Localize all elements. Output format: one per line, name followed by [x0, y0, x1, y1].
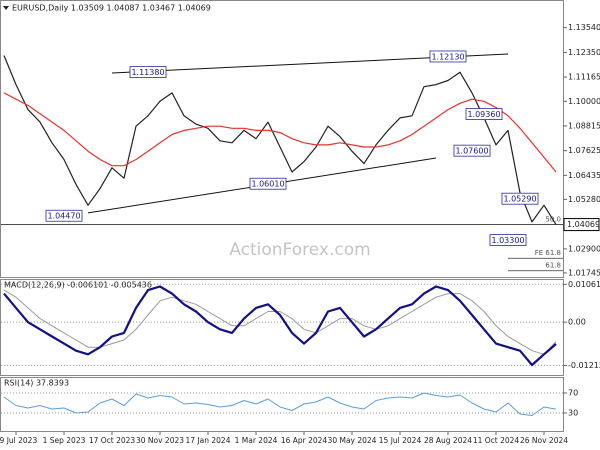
price-label-box — [45, 209, 83, 222]
y-tick-label: 1.06435 — [568, 171, 600, 180]
x-tick-label: 17 Jan 2024 — [186, 436, 231, 445]
y-tick-label: 1.01745 — [568, 268, 600, 277]
panel-title: RSI(14) 37.8393 — [4, 379, 69, 388]
y-tick-label: 1.12350 — [568, 48, 600, 57]
x-tick-label: 28 Aug 2024 — [424, 436, 472, 445]
price-label: 1.04470 — [47, 212, 80, 221]
x-tick-label: 17 Oct 2023 — [89, 436, 136, 445]
price-label-box — [429, 50, 467, 63]
y-tick-label: 1.13540 — [568, 23, 600, 32]
fib-label: FE 61.8 — [535, 249, 561, 257]
y-tick-label: 1.02900 — [568, 244, 600, 253]
y-tick-label: 30 — [568, 409, 578, 418]
y-tick-label: 0.00 — [568, 318, 586, 327]
watermark: ActionForex.com — [229, 240, 370, 260]
current-price-label: 1.04069 — [567, 220, 600, 229]
price-label: 1.07600 — [455, 147, 488, 156]
x-tick-label: 30 May 2024 — [328, 436, 377, 445]
series-line — [3, 285, 557, 367]
y-tick-label: 1.11165 — [568, 73, 600, 82]
menu-icon — [3, 6, 9, 10]
y-tick-label: 1.07625 — [568, 146, 600, 155]
y-tick-label: 0.010618 — [568, 280, 600, 289]
price-label-box — [453, 144, 491, 157]
price-label-box — [249, 177, 287, 190]
rsi-panel — [0, 377, 564, 432]
x-tick-label: 15 Jul 2024 — [379, 436, 422, 445]
price-label: 1.11380 — [131, 68, 164, 77]
x-tick-label: 26 Nov 2024 — [520, 436, 568, 445]
x-tick-label: 1 Mar 2024 — [235, 436, 278, 445]
price-label: 1.12130 — [431, 52, 464, 61]
series-line — [3, 392, 557, 416]
series-line — [3, 92, 557, 173]
price-label-box — [129, 66, 167, 78]
x-tick-label: 11 Oct 2024 — [473, 436, 520, 445]
x-tick-label: 1 Sep 2023 — [43, 436, 86, 445]
panel-title: EURUSD,Daily 1.03509 1.04087 1.03467 1.0… — [12, 4, 211, 13]
price-label-box — [489, 234, 527, 246]
x-tick-label: 19 Jul 2023 — [0, 436, 37, 445]
price-panel — [0, 0, 564, 278]
y-tick-label: 1.08815 — [568, 121, 600, 130]
y-tick-label: -0.01212 — [568, 361, 600, 370]
x-tick-label: 16 Apr 2024 — [281, 436, 328, 445]
price-label-box — [501, 192, 539, 205]
series-line — [3, 289, 557, 355]
y-tick-label: 1.05280 — [568, 195, 600, 204]
macd-panel — [0, 279, 564, 376]
x-tick-label: 30 Nov 2023 — [136, 436, 184, 445]
price-label-box — [465, 108, 503, 120]
panel-title: MACD(12,26,9) -0.006101 -0.005436 — [4, 281, 152, 290]
y-tick-label: 1.10000 — [568, 97, 600, 106]
price-label: 1.05290 — [503, 195, 536, 204]
price-label: 1.03300 — [491, 236, 524, 245]
current-price-box — [563, 218, 600, 232]
price-label: 1.09360 — [467, 110, 500, 119]
fib-label: 61.8 — [545, 262, 561, 270]
y-tick-label: 70 — [568, 389, 578, 398]
series-line — [3, 55, 557, 225]
price-label: 1.06010 — [251, 180, 284, 189]
